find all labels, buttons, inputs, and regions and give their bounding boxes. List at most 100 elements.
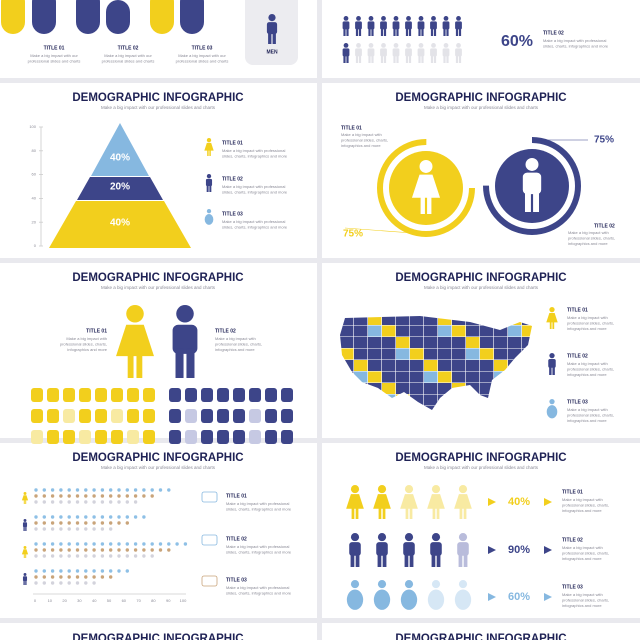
- dot: [92, 542, 96, 546]
- dot: [117, 500, 121, 504]
- state: [340, 348, 354, 360]
- state: [494, 337, 508, 348]
- dot: [59, 581, 63, 585]
- icon-head: [525, 158, 539, 171]
- state: [424, 394, 438, 406]
- person-icon: [204, 209, 214, 225]
- person-icon: [442, 43, 450, 63]
- slide-heading: DEMOGRAPHIC INFOGRAPHIC: [395, 452, 566, 464]
- icon-head: [549, 399, 555, 405]
- icon-leg: [358, 28, 362, 36]
- icon-leg: [552, 321, 555, 329]
- state: [354, 371, 368, 383]
- dot: [117, 515, 121, 519]
- state: [382, 337, 396, 348]
- body-text: infographics and more: [215, 347, 255, 352]
- body-text: infographics and more: [567, 326, 607, 331]
- icon-body: [546, 405, 558, 419]
- state: [396, 348, 410, 360]
- state: [382, 316, 396, 325]
- state: [522, 337, 532, 348]
- dot: [67, 494, 71, 498]
- pill: [79, 430, 91, 444]
- pill: [265, 409, 277, 423]
- axis-label: 40: [92, 598, 97, 603]
- icon-head: [377, 533, 387, 542]
- dot: [34, 521, 38, 525]
- body-text: Make a big impact with professional: [222, 184, 285, 189]
- icon-body: [380, 21, 387, 30]
- state: [452, 337, 466, 348]
- body-text: slides, charts, infographics and more: [543, 44, 609, 49]
- pill: [143, 430, 155, 444]
- dot: [92, 581, 96, 585]
- dot: [125, 542, 129, 546]
- dot: [34, 548, 38, 552]
- icon-head: [443, 16, 449, 21]
- body-text: professional slides and charts: [102, 59, 155, 64]
- dot: [100, 575, 105, 579]
- icon-head: [431, 580, 441, 589]
- state: [452, 325, 466, 337]
- person-icon: [21, 546, 29, 558]
- dot: [117, 488, 121, 492]
- pill: [249, 388, 261, 402]
- icon-body: [430, 21, 437, 30]
- body-text: Make a big impact with our: [104, 53, 152, 58]
- person-icon: [367, 16, 375, 36]
- body-text: Make a big impact with: [568, 230, 609, 235]
- state: [508, 348, 522, 360]
- percent: 60%: [501, 33, 533, 50]
- icon-head: [268, 14, 276, 22]
- person-icon: [430, 16, 437, 36]
- item-title: TITLE 02: [215, 328, 236, 334]
- pill: [127, 430, 139, 444]
- dot: [42, 548, 46, 552]
- icon-head: [431, 16, 436, 21]
- dot: [75, 542, 80, 546]
- icon-body: [342, 21, 350, 30]
- person-icon: [376, 533, 388, 567]
- person-icon: [380, 43, 387, 63]
- pyramid-level: [49, 201, 191, 248]
- state: [410, 316, 424, 325]
- body-text: infographics and more: [568, 241, 608, 246]
- icon-body: [266, 22, 278, 35]
- item-icon: [201, 534, 218, 546]
- dot: [59, 569, 63, 573]
- pill: [47, 430, 59, 444]
- pill: [201, 388, 213, 402]
- dot: [75, 554, 80, 558]
- body-text: professional slides, charts,: [567, 321, 614, 326]
- icon-head: [406, 43, 411, 48]
- state: [396, 325, 410, 337]
- icon-body: [442, 21, 450, 30]
- person-icon: [417, 43, 425, 63]
- pill: [31, 409, 43, 423]
- dot: [42, 575, 46, 579]
- state: [368, 371, 382, 383]
- icon-leg: [383, 28, 387, 36]
- icon-leg: [343, 28, 346, 36]
- dot: [84, 488, 88, 492]
- dot: [42, 542, 46, 546]
- body-text: slides, charts, infographics and more: [226, 550, 292, 555]
- person-icon: [346, 485, 364, 519]
- icon-head: [350, 485, 360, 494]
- item-title: TITLE 02: [567, 353, 588, 359]
- dot: [75, 488, 80, 492]
- dot: [75, 527, 80, 531]
- person-icon: [417, 16, 425, 36]
- dot: [34, 494, 38, 498]
- icon-leg: [382, 553, 387, 567]
- pill: [150, 0, 174, 34]
- icon-body: [400, 589, 418, 610]
- body-text: professional slides, charts,: [341, 138, 388, 143]
- percent: 90%: [508, 544, 530, 556]
- state: [424, 316, 438, 325]
- state: [452, 371, 466, 383]
- pill: [32, 0, 56, 34]
- icon-head: [404, 485, 414, 494]
- dot: [142, 488, 146, 492]
